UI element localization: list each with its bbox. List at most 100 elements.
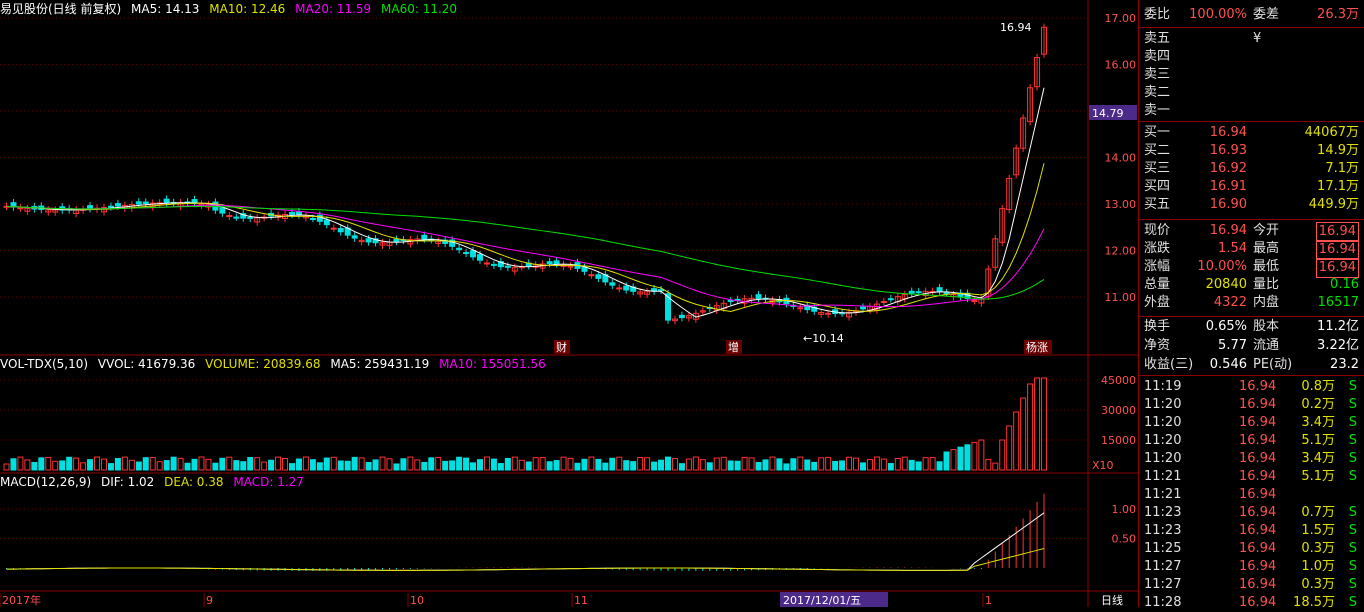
event-marker-bg — [554, 340, 570, 354]
tick-row: 11:20 16.94 0.2万 S — [1139, 396, 1363, 414]
volume-bar — [776, 458, 783, 471]
tick-side: S — [1348, 505, 1357, 520]
stat-label: 涨跌 — [1144, 241, 1171, 256]
tick-time: 11:20 — [1144, 433, 1182, 448]
stat-label: 量比 — [1253, 277, 1280, 292]
candle-body — [699, 310, 706, 313]
tick-volume: 3.4万 — [1301, 451, 1335, 466]
candle-body — [24, 207, 31, 212]
stat-value: 5.77 — [1218, 338, 1247, 353]
stat-value: 16.94 — [1209, 223, 1247, 238]
volume-bar — [337, 460, 344, 471]
volume-bar — [644, 457, 651, 471]
tick-price: 16.94 — [1239, 379, 1277, 394]
candle-body — [665, 293, 672, 321]
volume-bar — [302, 456, 309, 471]
candle-body — [456, 247, 463, 251]
event-marker-label: 财 — [556, 340, 567, 354]
candle-body — [114, 203, 121, 207]
tick-volume: 0.2万 — [1301, 397, 1335, 412]
volume-bar — [295, 458, 302, 471]
volume-bar — [971, 441, 978, 471]
candle-body — [685, 315, 692, 319]
candle-body — [1013, 147, 1020, 176]
stat-value: 0.546 — [1209, 357, 1247, 372]
buy-row: 买三 16.92 7.1万 — [1139, 160, 1363, 178]
volume-bar — [114, 458, 121, 471]
candle-body — [483, 262, 490, 265]
vol-tick-label: 15000 — [1101, 434, 1136, 447]
tick-volume: 0.3万 — [1301, 577, 1335, 592]
tick-price: 16.94 — [1239, 523, 1277, 538]
moving-average-lines — [6, 87, 1045, 318]
volume-bar — [894, 457, 901, 471]
candle-body — [658, 289, 665, 292]
volume-bar — [685, 458, 692, 471]
tick-time: 11:27 — [1144, 559, 1182, 574]
price-tick-label: 11.00 — [1105, 291, 1137, 304]
volume-bar — [177, 457, 184, 471]
macd-readout: MACD: 1.27 — [233, 475, 304, 489]
price-tick-label: 17.00 — [1105, 12, 1137, 25]
candle-body — [567, 265, 574, 268]
candle-body — [1034, 57, 1041, 88]
macd-title: MACD(12,26,9) — [0, 475, 92, 489]
weibi-label: 委比 — [1144, 7, 1171, 22]
candle-body — [233, 216, 240, 219]
kline-chart-area[interactable]: 17.0016.0015.0014.0013.0012.0011.0014.79… — [0, 0, 1138, 607]
volume-bars — [3, 377, 1048, 471]
volume-bar — [818, 457, 825, 471]
volume-bar — [734, 460, 741, 471]
date-tick-label: 9 — [206, 594, 213, 607]
candle-body — [908, 290, 915, 294]
tick-row: 11:27 16.94 1.0万 S — [1139, 558, 1363, 576]
candlestick-series — [3, 23, 1048, 325]
tick-volume: 5.1万 — [1301, 469, 1335, 484]
candle-body — [873, 303, 880, 311]
low-price-annotation: ←10.14 — [803, 332, 844, 345]
sell-row: 卖二 — [1139, 84, 1363, 102]
volume-bar — [1041, 377, 1048, 471]
volume-bar — [470, 462, 477, 471]
vol-title: VOL-TDX(5,10) — [0, 357, 89, 371]
volume-bar — [922, 457, 929, 471]
tick-side: S — [1348, 577, 1357, 592]
candle-body — [971, 299, 978, 302]
tick-side: S — [1348, 541, 1357, 556]
stat-row: 换手 0.65% 股本 11.2亿 — [1139, 318, 1363, 336]
volume-bar — [866, 459, 873, 471]
volume-bar — [407, 456, 414, 471]
tick-time: 11:21 — [1144, 487, 1182, 502]
candle-body — [1006, 177, 1013, 211]
stat-label: 内盘 — [1253, 295, 1280, 310]
price-tick-label: 16.00 — [1105, 59, 1137, 72]
dif-line — [6, 512, 1045, 571]
macd-header: MACD(12,26,9) DIF: 1.02 DEA: 0.38 MACD: … — [0, 475, 310, 490]
stat-row: 外盘 4322 内盘 16517 — [1139, 294, 1363, 312]
date-tick-label: 11 — [574, 594, 588, 607]
candle-body — [135, 201, 142, 205]
buy-label: 买五 — [1144, 197, 1171, 212]
current-price-tag-label: 14.79 — [1092, 107, 1124, 120]
volume-bar — [52, 460, 59, 471]
stat-row: 收益(三) 0.546 PE(动) 23.2 — [1139, 356, 1363, 374]
stat-value: 11.2亿 — [1317, 319, 1359, 334]
sell-row: 卖五 ¥ — [1139, 30, 1363, 48]
kline-chart-canvas[interactable]: 17.0016.0015.0014.0013.0012.0011.0014.79… — [0, 0, 1138, 607]
stat-value: 16517 — [1317, 295, 1359, 310]
tick-side: S — [1348, 559, 1357, 574]
macd-tick-label: 0.50 — [1112, 533, 1137, 546]
vol-tick-label: 30000 — [1101, 404, 1136, 417]
candle-body — [219, 207, 226, 214]
candle-body — [553, 260, 560, 265]
buy-row: 买四 16.91 17.1万 — [1139, 178, 1363, 196]
buy-row: 买二 16.93 14.9万 — [1139, 142, 1363, 160]
tick-row: 11:23 16.94 1.5万 S — [1139, 522, 1363, 540]
dea-line — [6, 548, 1045, 571]
tick-side: S — [1348, 451, 1357, 466]
tick-row: 11:21 16.94 5.1万 S — [1139, 468, 1363, 486]
tick-side: S — [1348, 415, 1357, 430]
buy-price: 16.91 — [1209, 179, 1247, 194]
candle-body — [52, 209, 59, 213]
volume-bar — [379, 456, 386, 471]
